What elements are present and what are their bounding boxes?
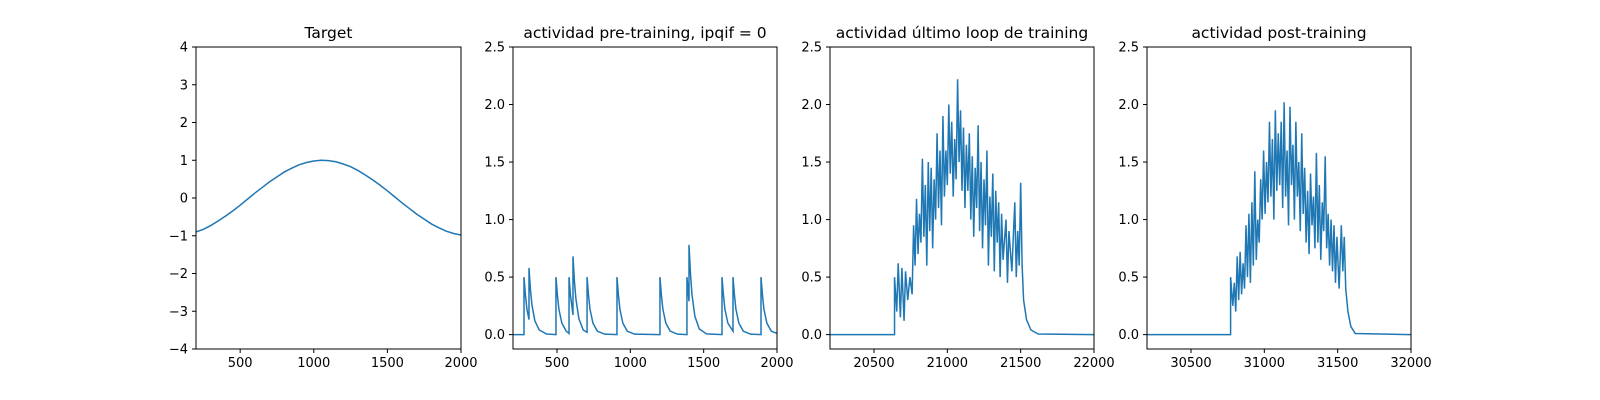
- data-line: [1147, 102, 1411, 336]
- y-tick-label: 2.0: [484, 98, 505, 113]
- y-tick-label: 2: [180, 116, 188, 131]
- x-tick-label: 1000: [297, 356, 330, 371]
- x-tick-label: 1000: [614, 356, 647, 371]
- y-tick-label: 2.5: [484, 41, 505, 56]
- y-tick-label: −1: [169, 229, 188, 244]
- x-tick-label: 31000: [1244, 356, 1285, 371]
- axes-frame: [829, 46, 1095, 350]
- y-tick-label: 1.0: [484, 213, 505, 228]
- y-tick-label: 0.0: [801, 328, 822, 343]
- y-tick-label: −2: [169, 267, 188, 282]
- x-tick-label: 500: [228, 356, 253, 371]
- x-tick-label: 2000: [444, 356, 477, 371]
- x-tick-label: 22000: [1073, 356, 1114, 371]
- y-tick-label: 1.0: [1118, 213, 1139, 228]
- data-line: [513, 244, 777, 336]
- y-tick-label: −4: [169, 343, 188, 358]
- y-tick-label: 1.5: [1118, 156, 1139, 171]
- data-line: [830, 79, 1094, 336]
- y-tick-label: 1.5: [801, 156, 822, 171]
- y-tick-label: 2.5: [1118, 41, 1139, 56]
- x-tick-label: 1500: [371, 356, 404, 371]
- x-tick-label: 2000: [760, 356, 793, 371]
- y-tick-label: 4: [180, 41, 188, 56]
- y-tick-label: 2.0: [1118, 98, 1139, 113]
- chart-title: actividad pre-training, ipqif = 0: [523, 24, 766, 42]
- y-tick-label: 1: [180, 154, 188, 169]
- x-tick-label: 1500: [687, 356, 720, 371]
- x-tick-label: 21500: [1000, 356, 1041, 371]
- data-line: [196, 159, 461, 236]
- y-tick-label: 2.5: [801, 41, 822, 56]
- axes-frame: [1146, 46, 1412, 350]
- y-tick-label: 0: [180, 192, 188, 207]
- x-tick-label: 21000: [927, 356, 968, 371]
- y-tick-label: −3: [169, 305, 188, 320]
- y-tick-label: 0.0: [484, 328, 505, 343]
- chart-title: actividad post-training: [1191, 24, 1366, 42]
- chart-title: actividad último loop de training: [836, 24, 1088, 42]
- x-tick-label: 30500: [1170, 356, 1211, 371]
- x-tick-label: 32000: [1390, 356, 1431, 371]
- axes-frame: [195, 46, 462, 350]
- y-tick-label: 0.0: [1118, 328, 1139, 343]
- y-tick-label: 2.0: [801, 98, 822, 113]
- y-tick-label: 0.5: [484, 271, 505, 286]
- y-tick-label: 0.5: [801, 271, 822, 286]
- y-tick-label: 1.0: [801, 213, 822, 228]
- y-tick-label: 3: [180, 78, 188, 93]
- y-tick-label: 1.5: [484, 156, 505, 171]
- x-tick-label: 500: [545, 356, 570, 371]
- x-tick-label: 31500: [1317, 356, 1358, 371]
- chart-title: Target: [304, 24, 353, 42]
- y-tick-label: 0.5: [1118, 271, 1139, 286]
- x-tick-label: 20500: [853, 356, 894, 371]
- axes-frame: [512, 46, 778, 350]
